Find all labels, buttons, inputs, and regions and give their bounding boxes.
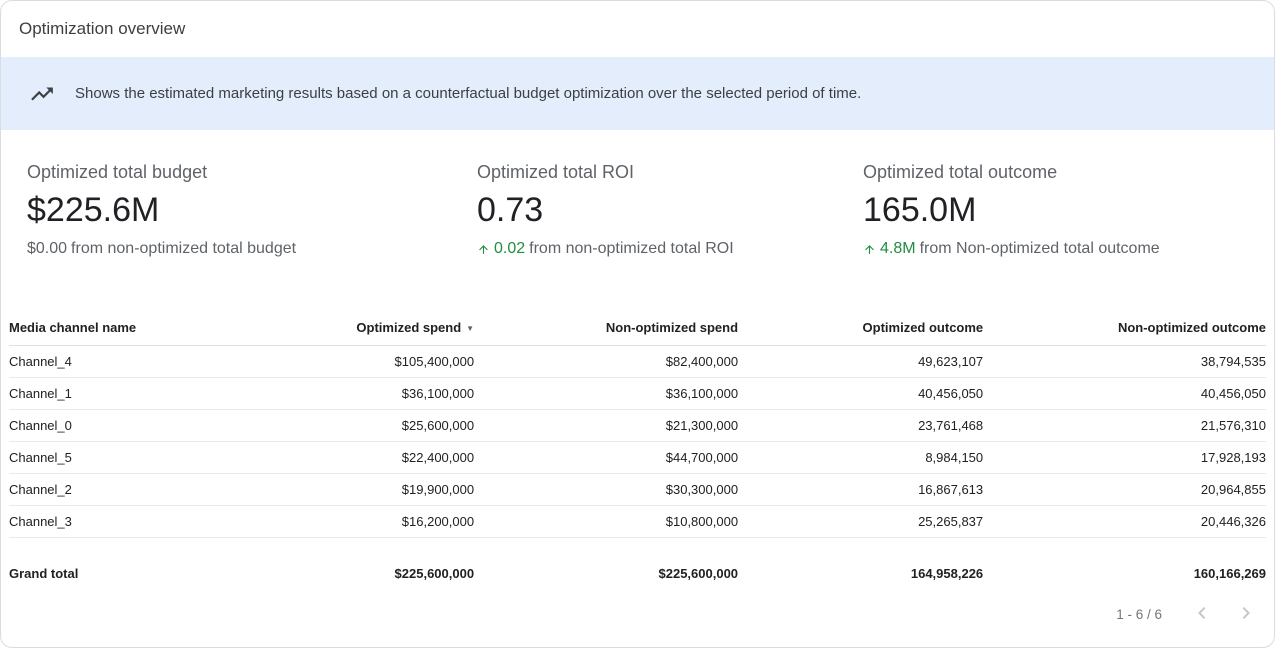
table-cell: Channel_0 — [9, 409, 261, 442]
table-cell: 40,456,050 — [983, 377, 1266, 410]
table-cell: $44,700,000 — [474, 441, 739, 474]
chevron-right-icon — [1234, 601, 1258, 628]
column-header[interactable]: Non-optimized outcome — [983, 320, 1266, 346]
table-cell: $22,400,000 — [260, 441, 475, 474]
channel-table-container: Media channel name Optimized spend ▼ Non-op… — [1, 320, 1274, 587]
kpi-value: $225.6M — [27, 191, 160, 229]
kpi-delta-value: 4.8M — [880, 240, 916, 257]
arrow-up-icon — [863, 243, 876, 256]
table-cell: $21,300,000 — [474, 409, 739, 442]
table-cell: Channel_3 — [9, 505, 261, 538]
table-total-row: Grand total $225,600,000 $225,600,000 164,9… — [9, 538, 1266, 588]
grand-total-cell: $225,600,000 — [394, 566, 475, 581]
table-cell: 49,623,107 — [738, 345, 984, 378]
banner-text: Shows the estimated marketing results ba… — [75, 85, 862, 102]
trending-up-icon — [29, 81, 55, 107]
grand-total-cell: 160,166,269 — [1193, 566, 1266, 581]
table-cell: $36,100,000 — [474, 377, 739, 410]
kpi-delta-suffix: from non-optimized total ROI — [529, 240, 734, 257]
table-cell: 21,576,310 — [983, 409, 1266, 442]
table-cell: 20,964,855 — [983, 473, 1266, 506]
kpi-optimized-total-roi: Optimized total ROI 0.73 0.02 from non-o… — [477, 162, 863, 258]
next-page-button[interactable] — [1232, 599, 1260, 630]
table-cell: Channel_5 — [9, 441, 261, 474]
table-row: Channel_4 $105,400,000 $82,400,000 49,623,1… — [9, 345, 1266, 378]
grand-total-cell: Grand total — [9, 566, 79, 581]
table-cell: $16,200,000 — [260, 505, 475, 538]
table-cell: $105,400,000 — [260, 345, 475, 378]
kpi-delta-suffix: from Non-optimized total outcome — [919, 240, 1160, 257]
sort-descending-icon: ▼ — [466, 324, 475, 333]
table-cell: $30,300,000 — [474, 473, 739, 506]
table-cell: 25,265,837 — [738, 505, 984, 538]
kpi-delta: $0.00 from non-optimized total budget — [27, 240, 477, 258]
column-header[interactable]: Optimized spend ▼ — [260, 320, 475, 346]
column-header[interactable]: Non-optimized spend — [474, 320, 739, 346]
kpi-delta-suffix: from non-optimized total budget — [71, 240, 297, 257]
table-row: Channel_1 $36,100,000 $36,100,000 40,456,05… — [9, 377, 1266, 410]
page-range-label: 1 - 6 / 6 — [1116, 607, 1162, 622]
table-cell: 17,928,193 — [983, 441, 1266, 474]
table-cell: $10,800,000 — [474, 505, 739, 538]
kpi-delta: 4.8M from Non-optimized total outcome — [863, 240, 1248, 258]
table-cell: 40,456,050 — [738, 377, 984, 410]
table-cell: 16,867,613 — [738, 473, 984, 506]
kpi-section: Optimized total budget $225.6M $0.00 fro… — [1, 130, 1274, 258]
kpi-label: Optimized total ROI — [477, 162, 635, 182]
table-row: Channel_2 $19,900,000 $30,300,000 16,867,61… — [9, 473, 1266, 506]
table-row: Channel_5 $22,400,000 $44,700,000 8,984,150… — [9, 441, 1266, 474]
kpi-optimized-total-budget: Optimized total budget $225.6M $0.00 fro… — [27, 162, 477, 258]
kpi-label: Optimized total budget — [27, 162, 208, 182]
channel-table: Media channel name Optimized spend ▼ Non-op… — [9, 320, 1266, 587]
table-header-row: Media channel name Optimized spend ▼ Non-op… — [9, 320, 1266, 346]
column-header[interactable]: Optimized outcome — [738, 320, 984, 346]
column-header[interactable]: Media channel name — [9, 320, 261, 346]
kpi-optimized-total-outcome: Optimized total outcome 165.0M 4.8M from… — [863, 162, 1248, 258]
kpi-value: 165.0M — [863, 191, 977, 229]
kpi-delta-value: 0.02 — [494, 240, 526, 257]
table-cell: $36,100,000 — [260, 377, 475, 410]
chevron-left-icon — [1190, 601, 1214, 628]
table-row: Channel_0 $25,600,000 $21,300,000 23,761,46… — [9, 409, 1266, 442]
info-banner: Shows the estimated marketing results ba… — [1, 57, 1274, 130]
kpi-delta-value: $0.00 — [27, 240, 68, 257]
arrow-up-icon — [477, 243, 490, 256]
table-cell: 38,794,535 — [983, 345, 1266, 378]
table-row: Channel_3 $16,200,000 $10,800,000 25,265,83… — [9, 505, 1266, 538]
table-cell: Channel_2 — [9, 473, 261, 506]
table-cell: Channel_1 — [9, 377, 261, 410]
page-title: Optimization overview — [19, 19, 186, 38]
previous-page-button[interactable] — [1188, 599, 1216, 630]
kpi-label: Optimized total outcome — [863, 162, 1058, 182]
table-cell: Channel_4 — [9, 345, 261, 378]
table-cell: 20,446,326 — [983, 505, 1266, 538]
table-cell: $25,600,000 — [260, 409, 475, 442]
grand-total-cell: 164,958,226 — [910, 566, 984, 581]
grand-total-cell: $225,600,000 — [658, 566, 739, 581]
table-cell: 23,761,468 — [738, 409, 984, 442]
table-cell: $82,400,000 — [474, 345, 739, 378]
table-cell: $19,900,000 — [260, 473, 475, 506]
kpi-value: 0.73 — [477, 191, 544, 229]
table-cell: 8,984,150 — [738, 441, 984, 474]
kpi-delta: 0.02 from non-optimized total ROI — [477, 240, 863, 258]
table-body: Channel_4 $105,400,000 $82,400,000 49,623,1… — [9, 345, 1266, 538]
card-titlebar: Optimization overview — [1, 1, 1274, 57]
pagination: 1 - 6 / 6 — [1, 587, 1274, 630]
